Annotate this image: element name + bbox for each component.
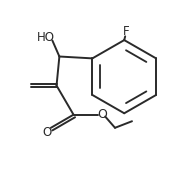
Text: O: O	[43, 126, 52, 139]
Text: F: F	[123, 25, 129, 38]
Text: O: O	[97, 108, 107, 121]
Text: HO: HO	[37, 31, 55, 44]
